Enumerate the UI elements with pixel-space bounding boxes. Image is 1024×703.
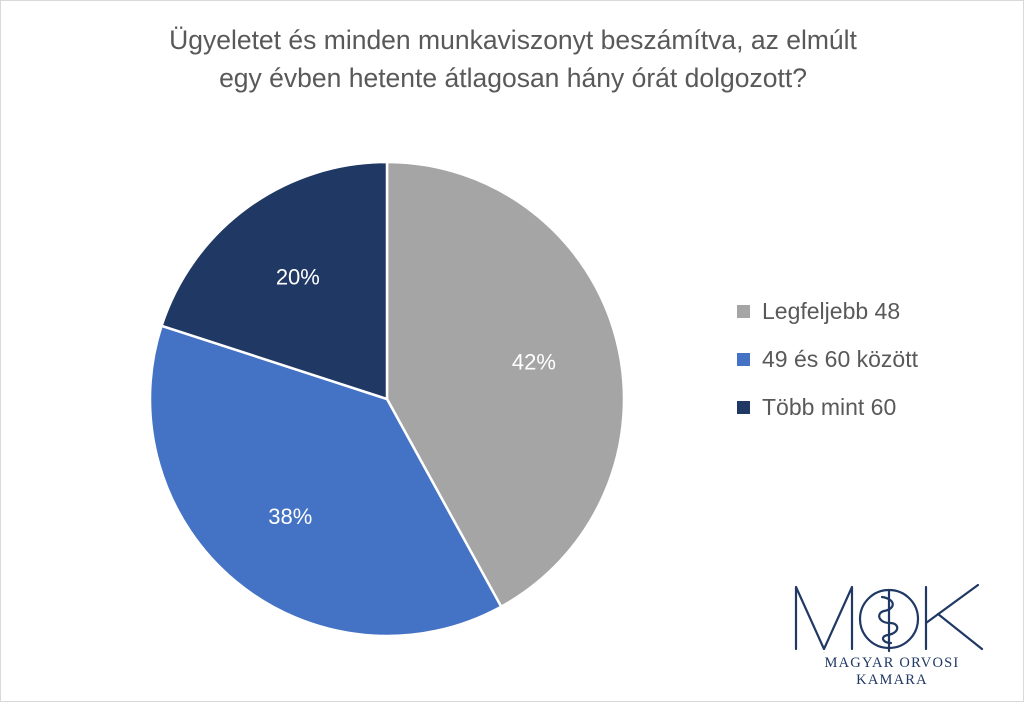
- mok-logo-mark: [794, 583, 984, 653]
- chart-title-line-1: Ügyeletet és minden munkaviszonyt beszám…: [169, 25, 857, 55]
- legend-item-49-60: 49 és 60 között: [737, 335, 918, 383]
- legend-label: Több mint 60: [762, 393, 897, 420]
- chart-title-line-2: egy évben hetente átlagosan hány órát do…: [219, 63, 807, 93]
- legend: Legfeljebb 48 49 és 60 között Több mint …: [737, 287, 918, 431]
- pie-slice-tobb-mint-60: [160, 160, 389, 401]
- data-label-legfeljebb-48: 42%: [512, 349, 556, 374]
- pie-slice-49-60: [148, 324, 503, 638]
- legend-swatch: [737, 352, 750, 366]
- legend-swatch: [737, 400, 750, 414]
- legend-item-tobb-mint-60: Több mint 60: [737, 383, 918, 431]
- legend-swatch: [737, 304, 750, 318]
- chart-title: Ügyeletet és minden munkaviszonyt beszám…: [63, 21, 963, 97]
- pie-slice-legfeljebb-48: [385, 160, 626, 608]
- data-label-tobb-mint-60: 20%: [276, 264, 320, 289]
- data-label-49-60: 38%: [268, 504, 312, 529]
- mok-logo: MAGYAR ORVOSI KAMARA: [792, 579, 992, 688]
- legend-label: 49 és 60 között: [762, 345, 918, 372]
- legend-item-legfeljebb-48: Legfeljebb 48: [737, 287, 918, 335]
- mok-logo-name: MAGYAR ORVOSI KAMARA: [824, 655, 960, 688]
- legend-label: Legfeljebb 48: [762, 297, 901, 324]
